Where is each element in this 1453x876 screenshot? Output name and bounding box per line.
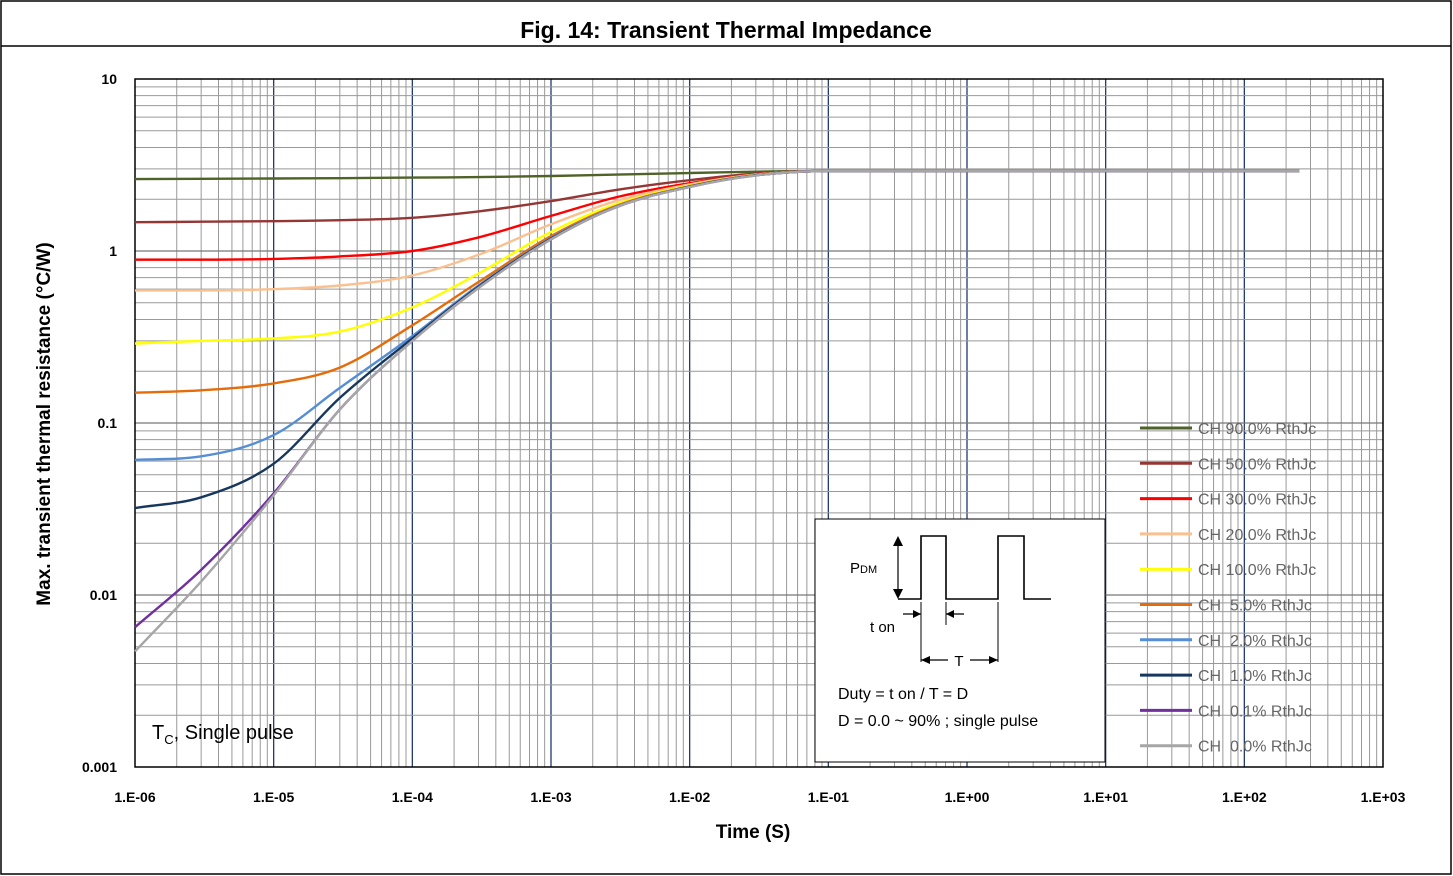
legend-label: CH 50.0% RthJc — [1198, 456, 1316, 473]
x-tick-label: 1.E+00 — [945, 789, 990, 805]
x-axis-label: Time (S) — [716, 822, 791, 843]
legend-label: CH 90.0% RthJc — [1198, 421, 1316, 438]
y-tick-label: 1 — [109, 243, 117, 259]
condition-rest: , Single pulse — [174, 722, 294, 744]
legend-label: CH 20.0% RthJc — [1198, 527, 1316, 544]
y-tick-label: 10 — [101, 71, 117, 87]
chart-title: Fig. 14: Transient Thermal Impedance — [520, 17, 932, 43]
y-tick-labels: 10 1 0.1 0.01 0.001 — [82, 71, 117, 775]
x-tick-label: 1.E+02 — [1222, 789, 1267, 805]
legend: CH 90.0% RthJc CH 50.0% RthJc CH 30.0% Rth… — [1140, 421, 1316, 756]
x-tick-label: 1.E+01 — [1083, 789, 1128, 805]
pulse-waveform — [898, 535, 1051, 600]
x-tick-label: 1.E-03 — [530, 789, 571, 805]
y-tick-label: 0.01 — [90, 587, 117, 603]
inset-duty-range: D = 0.0 ~ 90% ; single pulse — [838, 713, 1038, 730]
plot-area-border — [134, 78, 1384, 768]
x-tick-label: 1.E-01 — [808, 789, 849, 805]
y-tick-label: 0.001 — [82, 759, 117, 775]
legend-label: CH 0.0% RthJc — [1198, 739, 1312, 756]
ton-arrowhead-left — [913, 610, 921, 618]
series-lines — [134, 169, 1300, 653]
inset-ton-label: t on — [870, 619, 895, 636]
inset-duty-formula: Duty = t on / T = D — [838, 686, 968, 703]
x-tick-label: 1.E+03 — [1361, 789, 1406, 805]
legend-label: CH 5.0% RthJc — [1198, 598, 1312, 615]
x-tick-labels: 1.E-06 1.E-05 1.E-04 1.E-03 1.E-02 1.E-01 1.E+… — [114, 789, 1405, 805]
condition-label: TC, Single pulse — [152, 722, 294, 747]
condition-main: T — [152, 722, 164, 744]
y-axis-label: Max. transient thermal resistance (°C/W) — [34, 242, 55, 605]
period-arrowhead-left — [921, 656, 930, 664]
inset-box — [814, 518, 1106, 763]
legend-label: CH 10.0% RthJc — [1198, 562, 1316, 579]
legend-label: CH 0.1% RthJc — [1198, 703, 1312, 720]
x-tick-label: 1.E-06 — [114, 789, 155, 805]
ton-arrowhead-right — [946, 610, 954, 618]
legend-label: CH 1.0% RthJc — [1198, 668, 1312, 685]
legend-label: CH 2.0% RthJc — [1198, 633, 1312, 650]
x-tick-label: 1.E-04 — [392, 789, 433, 805]
condition-sub: C — [164, 732, 173, 747]
duty-cycle-inset: PDM t on T Duty = t on / T = D D = 0.0 ~… — [814, 518, 1106, 763]
inset-pdm-label: PDM — [850, 560, 877, 577]
x-tick-label: 1.E-05 — [253, 789, 294, 805]
series-line-9 — [134, 169, 1300, 653]
legend-label: CH 30.0% RthJc — [1198, 492, 1316, 509]
inset-period-label: T — [954, 653, 963, 670]
x-tick-label: 1.E-02 — [669, 789, 710, 805]
y-tick-label: 0.1 — [98, 415, 118, 431]
period-arrowhead-right — [989, 656, 998, 664]
